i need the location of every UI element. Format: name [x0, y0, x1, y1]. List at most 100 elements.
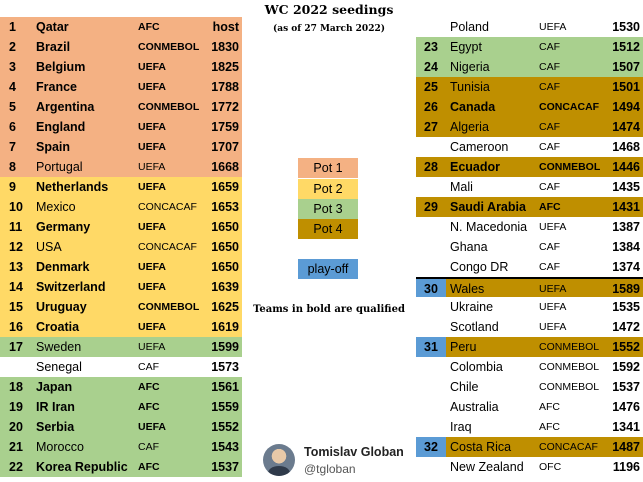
team-cell: Sweden	[36, 340, 82, 354]
points-cell: 1573	[211, 360, 239, 374]
table-row: 8 Portugal UEFA 1668	[0, 157, 242, 177]
table-row: 14 Switzerland UEFA 1639	[0, 277, 242, 297]
confederation-cell: CONCACAF	[138, 241, 197, 253]
team-cell: Denmark	[36, 260, 90, 274]
team-cell: Cameroon	[450, 140, 509, 154]
team-cell: Egypt	[450, 40, 482, 54]
team-cell: New Zealand	[450, 460, 524, 474]
points-cell: 1387	[612, 220, 640, 234]
confederation-cell: UEFA	[138, 421, 167, 433]
table-row: 16 Croatia UEFA 1619	[0, 317, 242, 337]
team-cell: Portugal	[36, 160, 83, 174]
confederation-cell: AFC	[138, 461, 160, 473]
rank-cell: 17	[9, 340, 23, 354]
team-cell: Korea Republic	[36, 460, 128, 474]
confederation-cell: UEFA	[138, 341, 166, 353]
points-cell: 1446	[612, 160, 640, 174]
table-row: 7 Spain UEFA 1707	[0, 137, 242, 157]
confederation-cell: CAF	[138, 361, 159, 373]
table-row: Scotland UEFA 1472	[416, 317, 643, 337]
rank-cell: 30	[416, 279, 446, 299]
author-handle: @tgloban	[304, 462, 356, 476]
table-row: Ghana CAF 1384	[416, 237, 643, 257]
points-cell: host	[212, 20, 239, 34]
table-row: Poland UEFA 1530	[416, 17, 643, 37]
team-cell: Qatar	[36, 20, 69, 34]
team-cell: Nigeria	[450, 60, 490, 74]
team-cell: Japan	[36, 380, 73, 394]
rank-cell: 7	[9, 140, 16, 154]
team-cell: Uruguay	[36, 300, 87, 314]
points-cell: 1552	[612, 340, 640, 354]
confederation-cell: CONCACAF	[539, 441, 598, 453]
confederation-cell: UEFA	[138, 321, 167, 333]
rank-cell: 15	[9, 300, 23, 314]
rank-cell: 18	[9, 380, 23, 394]
rank-cell: 16	[9, 320, 23, 334]
team-cell: Belgium	[36, 60, 86, 74]
points-cell: 1468	[612, 140, 640, 154]
points-cell: 1668	[211, 160, 239, 174]
confederation-cell: CONMEBOL	[539, 341, 600, 353]
team-cell: England	[36, 120, 86, 134]
points-cell: 1501	[612, 80, 640, 94]
rank-cell: 31	[416, 337, 446, 357]
confederation-cell: CAF	[138, 441, 159, 453]
table-row: New Zealand OFC 1196	[416, 457, 643, 477]
team-cell: Senegal	[36, 360, 82, 374]
points-cell: 1639	[211, 280, 239, 294]
confederation-cell: UEFA	[539, 283, 567, 295]
confederation-cell: CAF	[539, 241, 560, 253]
points-cell: 1552	[211, 420, 239, 434]
rank-cell: 22	[9, 460, 23, 474]
points-cell: 1759	[211, 120, 239, 134]
table-row: N. Macedonia UEFA 1387	[416, 217, 643, 237]
legend-pot3: Pot 3	[298, 199, 358, 219]
rank-cell: 5	[9, 100, 16, 114]
table-row: 29 Saudi Arabia AFC 1431	[416, 197, 643, 217]
right-seedings-table: Poland UEFA 1530 23 Egypt CAF 1512 24 Nigeria CAF…	[416, 17, 643, 477]
confederation-cell: UEFA	[138, 141, 167, 153]
points-cell: 1543	[211, 440, 239, 454]
table-row: Cameroon CAF 1468	[416, 137, 643, 157]
confederation-cell: CAF	[539, 141, 560, 153]
points-cell: 1472	[612, 320, 640, 334]
team-cell: Canada	[450, 100, 496, 114]
table-row: Colombia CONMEBOL 1592	[416, 357, 643, 377]
team-cell: Poland	[450, 20, 489, 34]
points-cell: 1507	[612, 60, 640, 74]
table-row: 25 Tunisia CAF 1501	[416, 77, 643, 97]
points-cell: 1512	[612, 40, 640, 54]
table-row: Australia AFC 1476	[416, 397, 643, 417]
points-cell: 1537	[612, 380, 640, 394]
confederation-cell: UEFA	[539, 301, 567, 313]
team-cell: Scotland	[450, 320, 499, 334]
points-cell: 1650	[211, 220, 239, 234]
team-cell: Spain	[36, 140, 71, 154]
rank-cell: 26	[424, 100, 438, 114]
table-row: 3 Belgium UEFA 1825	[0, 57, 242, 77]
rank-cell: 25	[424, 80, 438, 94]
team-cell: Mali	[450, 180, 473, 194]
team-cell: Switzerland	[36, 280, 106, 294]
rank-cell: 19	[9, 400, 23, 414]
rank-cell: 27	[424, 120, 438, 134]
points-cell: 1374	[612, 260, 640, 274]
team-cell: Tunisia	[450, 80, 490, 94]
legend-pot1: Pot 1	[298, 158, 358, 178]
table-row: 6 England UEFA 1759	[0, 117, 242, 137]
confederation-cell: CAF	[539, 41, 560, 53]
points-cell: 1537	[211, 460, 239, 474]
legend-pot4: Pot 4	[298, 219, 358, 239]
page-title: WC 2022 seedings	[264, 2, 394, 17]
rank-cell: 3	[9, 60, 16, 74]
points-cell: 1788	[211, 80, 239, 94]
author-name: Tomislav Globan	[304, 445, 404, 459]
team-cell: Iraq	[450, 420, 472, 434]
page-subtitle: (as of 27 March 2022)	[273, 24, 385, 34]
team-cell: Chile	[450, 380, 479, 394]
confederation-cell: AFC	[138, 21, 160, 33]
points-cell: 1561	[211, 380, 239, 394]
points-cell: 1196	[612, 460, 640, 474]
team-cell: France	[36, 80, 77, 94]
